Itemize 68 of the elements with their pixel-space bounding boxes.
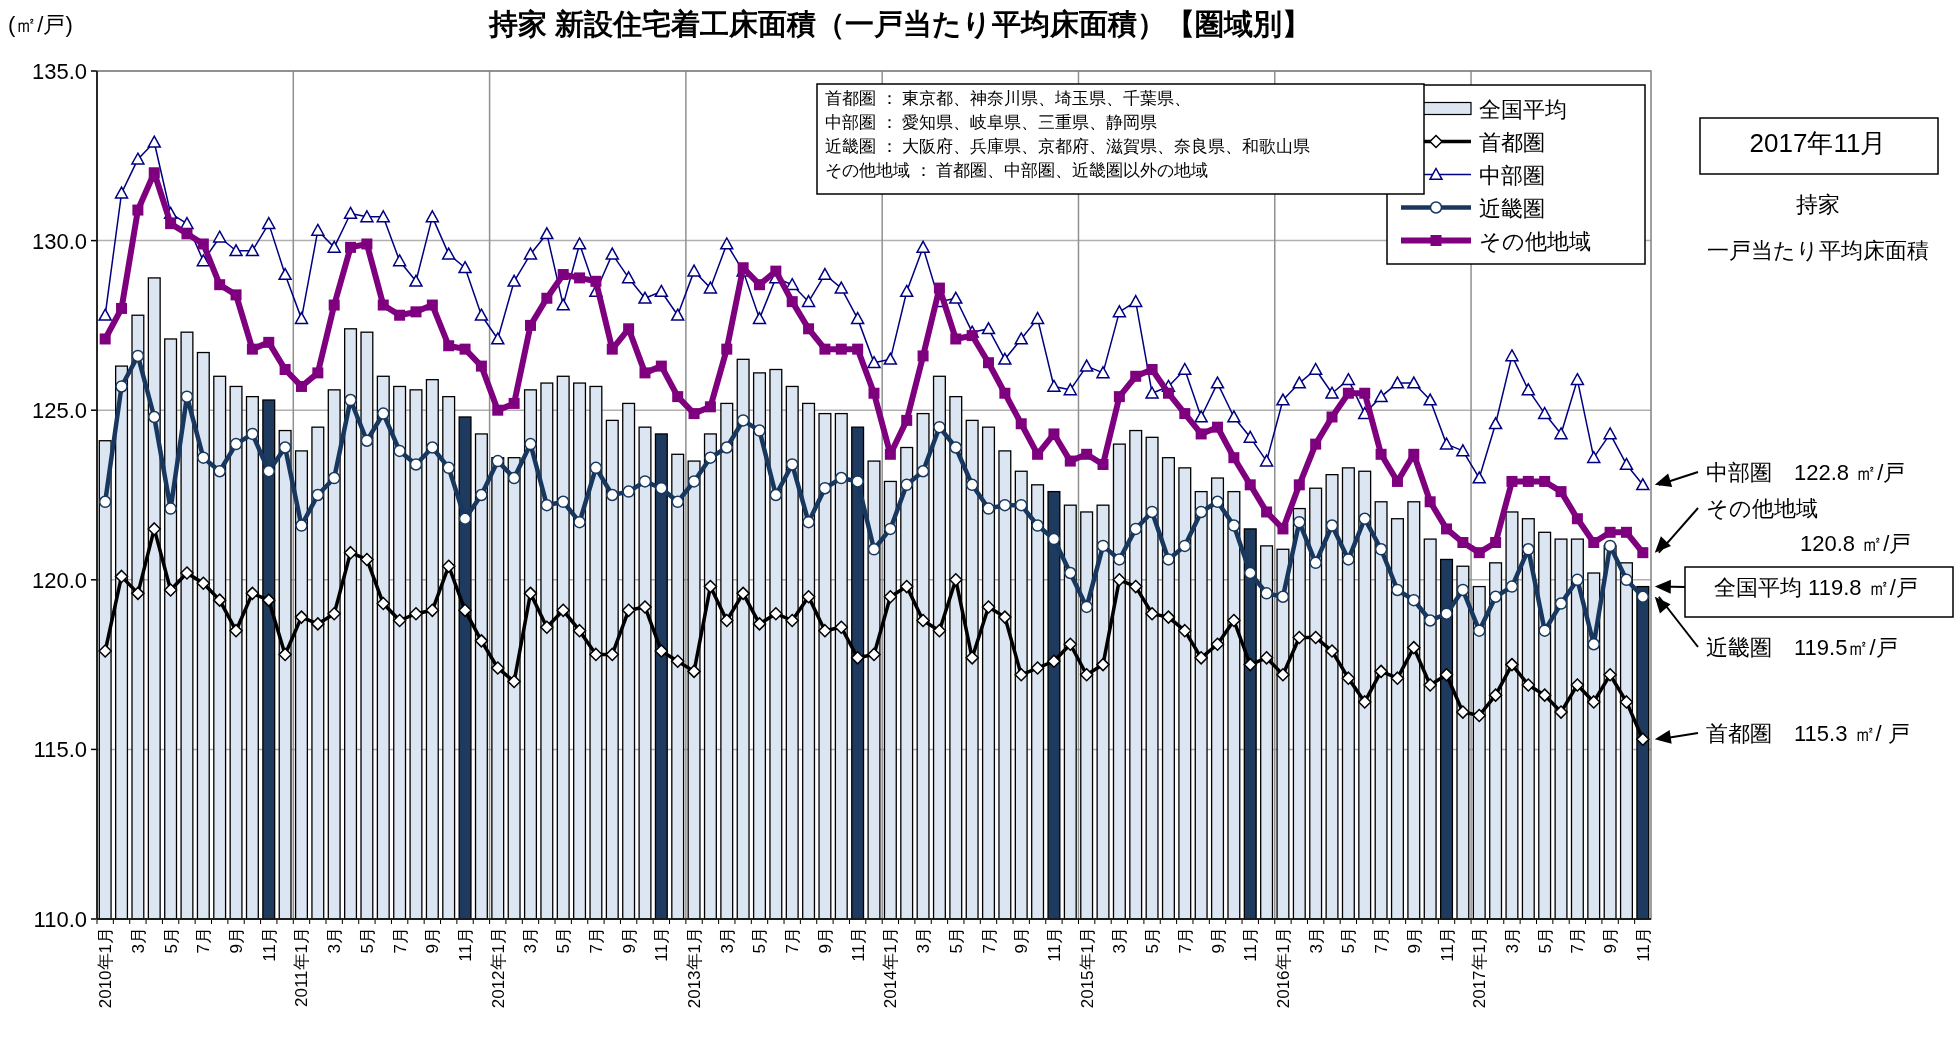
x-tick-label: 3月: [1502, 927, 1522, 954]
y-tick-label: 120.0: [31, 567, 87, 593]
legend-label: 首都圏: [1479, 129, 1545, 155]
x-tick-label: 5月: [750, 927, 770, 954]
legend-label: 全国平均: [1479, 96, 1567, 122]
x-tick-label: 3月: [914, 927, 934, 954]
x-tick-label: 11月: [1044, 927, 1064, 962]
x-tick-label: 5月: [161, 927, 181, 954]
text: 一戸当たり平均床面積: [1707, 238, 1929, 263]
x-tick-label: 7月: [1568, 927, 1588, 954]
x-tick-label: 2014年1月: [881, 927, 901, 1009]
x-tick-label: 7月: [1372, 927, 1392, 954]
x-tick-label: 2012年1月: [488, 927, 508, 1009]
x-tick-label: 11月: [1633, 927, 1653, 962]
y-tick-label: 115.0: [33, 737, 87, 763]
x-tick-label: 3月: [128, 927, 148, 954]
x-tick-label: 5月: [1143, 927, 1163, 954]
x-tick-label: 3月: [1110, 927, 1130, 954]
text: 持家: [1796, 192, 1840, 217]
x-tick-label: 5月: [946, 927, 966, 954]
x-tick-label: 11月: [652, 927, 672, 962]
x-tick-label: 9月: [1404, 927, 1424, 954]
x-tick-label: 5月: [357, 927, 377, 954]
x-tick-label: 7月: [783, 927, 803, 954]
annotation: 首都圏 ： 東京都、神奈川県、埼玉県、千葉県、: [825, 89, 1192, 108]
y-tick-label: 125.0: [31, 398, 87, 424]
x-tick-label: 7月: [586, 927, 606, 954]
x-tick-label: 2015年1月: [1077, 927, 1097, 1009]
annotation: 近畿圏 ： 大阪府、兵庫県、京都府、滋賀県、奈良県、和歌山県: [825, 137, 1311, 156]
legend-label: その他地域: [1479, 228, 1591, 254]
x-tick-label: 9月: [1601, 927, 1621, 954]
x-tick-label: 2010年1月: [96, 927, 116, 1009]
x-tick-label: 3月: [1306, 927, 1326, 954]
x-tick-label: 11月: [1437, 927, 1457, 962]
x-tick-label: 3月: [325, 927, 345, 954]
x-tick-label: 11月: [1241, 927, 1261, 962]
x-tick-label: 3月: [717, 927, 737, 954]
annotation: 中部圏 ： 愛知県、岐阜県、三重県、静岡県: [825, 113, 1158, 132]
x-tick-label: 7月: [1175, 927, 1195, 954]
x-tick-label: 5月: [1535, 927, 1555, 954]
text: 2017年11月: [1749, 128, 1887, 158]
x-tick-label: 9月: [1012, 927, 1032, 954]
annotation: その他地域 ： 首都圏、中部圏、近畿圏以外の地域: [825, 161, 1209, 180]
x-tick-label: 7月: [390, 927, 410, 954]
legend-label: 中部圏: [1479, 162, 1545, 188]
x-tick-label: 9月: [227, 927, 247, 954]
x-tick-label: 9月: [619, 927, 639, 954]
chart-title: 持家 新設住宅着工床面積（一戸当たり平均床面積）【圏域別】: [487, 8, 1312, 40]
x-tick-label: 2017年1月: [1470, 927, 1490, 1009]
x-tick-label: 7月: [194, 927, 214, 954]
x-tick-label: 2011年1月: [292, 927, 312, 1008]
x-tick-label: 11月: [848, 927, 868, 962]
y-tick-label: 110.0: [33, 907, 87, 932]
x-tick-label: 9月: [1208, 927, 1228, 954]
x-tick-label: 3月: [521, 927, 541, 954]
legend-label: 近畿圏: [1479, 195, 1545, 221]
x-tick-label: 9月: [815, 927, 835, 954]
x-tick-label: 11月: [259, 927, 279, 962]
x-tick-label: 2016年1月: [1273, 927, 1293, 1009]
y-tick-label: 130.0: [31, 228, 87, 254]
x-tick-label: 5月: [554, 927, 574, 954]
y-tick-label: 135.0: [31, 59, 87, 84]
x-tick-label: 5月: [1339, 927, 1359, 954]
x-tick-label: 2013年1月: [685, 927, 705, 1009]
x-tick-label: 7月: [979, 927, 999, 954]
y-axis-title: (㎡/戸): [8, 12, 73, 37]
x-tick-label: 9月: [423, 927, 443, 954]
x-tick-label: 11月: [456, 927, 476, 962]
